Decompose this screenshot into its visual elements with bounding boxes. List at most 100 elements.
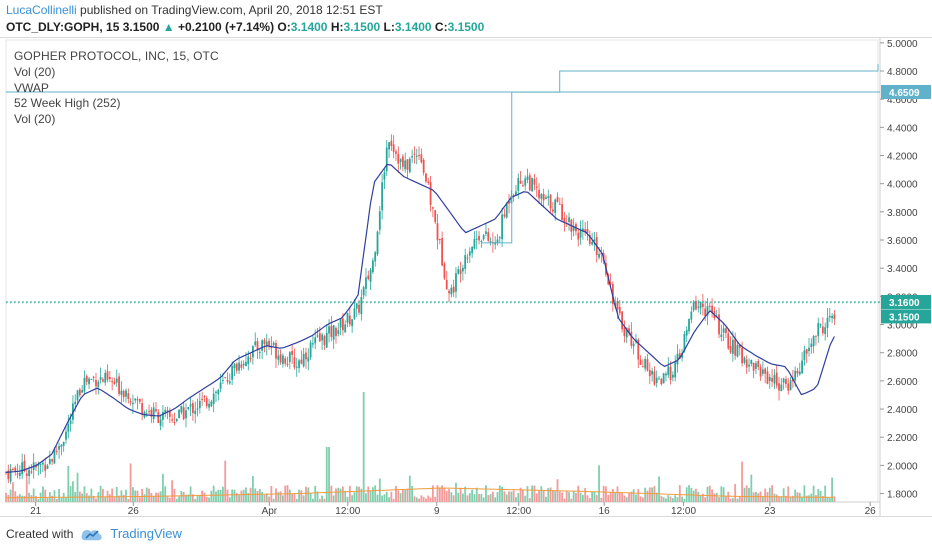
x-tick-label: Apr bbox=[262, 506, 278, 516]
candle-body bbox=[418, 155, 420, 157]
candle-body bbox=[729, 346, 732, 353]
volume-bar bbox=[745, 485, 748, 502]
volume-bar bbox=[731, 498, 734, 502]
candle-body bbox=[489, 241, 492, 243]
price-label-box bbox=[881, 309, 931, 324]
volume-bar bbox=[568, 492, 570, 502]
candle-body bbox=[145, 413, 148, 415]
author-link[interactable]: LucaCollinelli bbox=[6, 3, 77, 17]
candle-body bbox=[738, 344, 741, 348]
last-price: 3.1500 bbox=[122, 20, 160, 34]
price-chart[interactable]: 5.0000 4.8000 4.6000 4.4000 4.2000 4.0000 3.80… bbox=[0, 38, 932, 516]
candle-body bbox=[132, 402, 134, 405]
y-tick-label: 2.2000 bbox=[887, 433, 918, 444]
legend-item-vol[interactable]: Vol (20) bbox=[14, 64, 56, 79]
legend-item-vwap[interactable]: VWAP bbox=[14, 80, 49, 95]
tradingview-brand-link[interactable]: TradingView bbox=[110, 526, 182, 541]
volume-bar bbox=[445, 490, 448, 502]
legend-item-vol-2[interactable]: Vol (20) bbox=[14, 112, 56, 127]
volume-bar bbox=[196, 496, 199, 502]
volume-bar bbox=[515, 497, 517, 502]
candle-body bbox=[711, 305, 714, 313]
volume-bar bbox=[138, 497, 141, 502]
volume-bar bbox=[817, 489, 820, 502]
candle-body bbox=[291, 351, 294, 355]
candle-body bbox=[671, 374, 674, 378]
candle-body bbox=[222, 379, 224, 381]
candle-body bbox=[258, 351, 261, 353]
volume-bar bbox=[314, 485, 317, 502]
volume-bar bbox=[434, 496, 437, 502]
footer: Created with TradingView bbox=[6, 526, 182, 541]
candle-body bbox=[556, 196, 559, 202]
candle-body bbox=[515, 191, 517, 195]
candle-body bbox=[355, 303, 358, 309]
candle-body bbox=[528, 175, 531, 191]
candle-body bbox=[833, 314, 836, 320]
volume-bar bbox=[198, 494, 201, 502]
candle-body bbox=[828, 315, 831, 318]
candle-body bbox=[429, 182, 432, 205]
y-tick-label: 4.0000 bbox=[887, 180, 918, 191]
high-label: H: bbox=[330, 20, 344, 34]
candle-body bbox=[584, 229, 587, 232]
footer-divider bbox=[0, 516, 932, 517]
volume-bar bbox=[805, 495, 808, 502]
x-tick-label: 12:00 bbox=[335, 506, 360, 516]
volume-bar bbox=[7, 495, 10, 502]
candle-body bbox=[254, 341, 257, 346]
candle-body bbox=[404, 160, 407, 170]
candle-body bbox=[219, 382, 222, 389]
volume-bar bbox=[422, 496, 425, 502]
volume-bar bbox=[782, 488, 785, 502]
candle-body bbox=[517, 178, 520, 191]
volume-bar bbox=[37, 498, 40, 502]
volume-bar bbox=[473, 494, 476, 502]
volume-bar bbox=[780, 496, 783, 502]
volume-bar bbox=[388, 497, 390, 502]
candle-body bbox=[632, 343, 635, 347]
candle-body bbox=[651, 370, 654, 375]
volume-bar bbox=[584, 488, 587, 502]
candle-body bbox=[768, 377, 771, 381]
volume-bar bbox=[235, 492, 238, 502]
volume-bar bbox=[466, 495, 469, 502]
candle-body bbox=[228, 381, 231, 384]
volume-bar bbox=[457, 492, 460, 502]
volume-bar bbox=[205, 496, 208, 502]
candle-body bbox=[798, 371, 801, 375]
candle-body bbox=[106, 371, 109, 380]
volume-bar bbox=[667, 495, 670, 502]
volume-bar bbox=[517, 493, 520, 502]
volume-bar bbox=[561, 492, 564, 502]
candle-body bbox=[85, 375, 88, 382]
volume-bar bbox=[436, 485, 439, 502]
candle-body bbox=[581, 228, 584, 232]
candle-body bbox=[572, 226, 575, 231]
candle-body bbox=[138, 398, 141, 402]
candle-body bbox=[187, 407, 190, 410]
candle-body bbox=[286, 363, 289, 365]
volume-bar bbox=[240, 490, 243, 502]
candle-body bbox=[535, 186, 538, 188]
volume-bar bbox=[600, 497, 603, 502]
legend-item-52-week-high[interactable]: 52 Week High (252) bbox=[14, 96, 121, 111]
candle-body bbox=[104, 372, 107, 383]
candle-body bbox=[630, 331, 633, 346]
candle-body bbox=[125, 390, 127, 397]
candle-body bbox=[748, 364, 750, 367]
candle-body bbox=[298, 360, 300, 369]
volume-bar bbox=[65, 497, 67, 502]
candle-body bbox=[653, 371, 656, 385]
volume-bar bbox=[812, 485, 815, 502]
volume-bar bbox=[60, 497, 63, 502]
candle-body bbox=[478, 235, 480, 241]
volume-bar bbox=[526, 486, 529, 502]
candle-body bbox=[275, 342, 277, 359]
volume-bar bbox=[540, 486, 543, 502]
tradingview-logo-icon bbox=[81, 529, 103, 540]
volume-bar bbox=[496, 492, 499, 502]
candle-body bbox=[92, 376, 95, 378]
candle-body bbox=[468, 251, 471, 256]
volume-bar bbox=[651, 487, 654, 502]
